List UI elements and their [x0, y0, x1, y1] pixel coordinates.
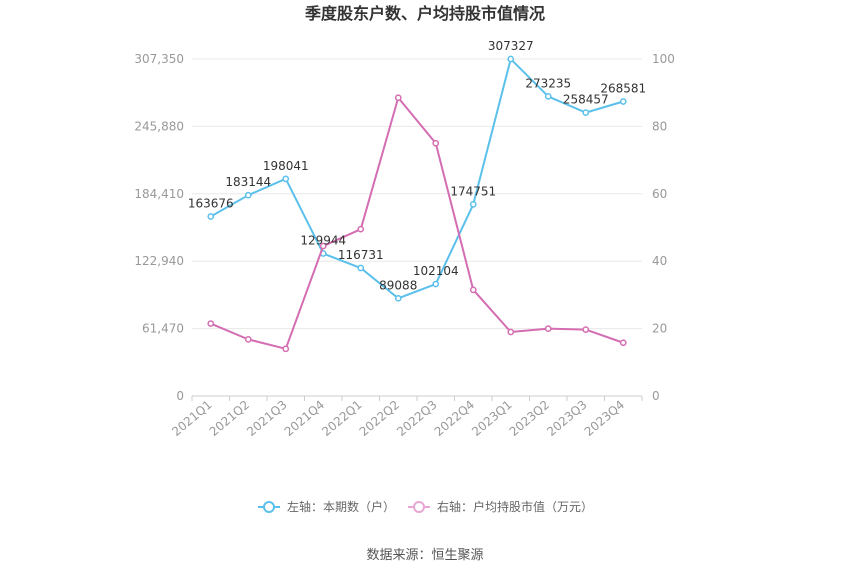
data-point[interactable]: [394, 94, 402, 102]
data-point[interactable]: [282, 345, 290, 353]
data-label: 198041: [263, 159, 309, 173]
right-tick-label: 100: [652, 52, 675, 66]
x-tick-label: 2022Q1: [319, 398, 364, 439]
x-tick-label: 2022Q3: [394, 398, 439, 439]
legend-label-right: 右轴：户均持股市值（万元）: [437, 499, 593, 514]
left-tick-label: 245,880: [134, 119, 184, 133]
x-tick-label: 2021Q4: [282, 398, 327, 439]
right-tick-label: 0: [652, 389, 660, 403]
data-point[interactable]: [619, 98, 627, 105]
data-label: 273235: [525, 76, 571, 90]
data-point[interactable]: [319, 242, 327, 250]
data-point[interactable]: [544, 93, 552, 100]
right-tick-label: 20: [652, 322, 667, 336]
data-point[interactable]: [394, 294, 402, 302]
legend-marker-left: [263, 501, 275, 513]
right-tick-label: 60: [652, 187, 667, 201]
data-label: 89088: [379, 278, 417, 292]
data-point[interactable]: [507, 55, 515, 63]
grid: [192, 58, 642, 397]
data-point[interactable]: [432, 139, 440, 147]
data-point[interactable]: [469, 201, 477, 208]
data-point[interactable]: [507, 328, 515, 336]
right-tick-label: 80: [652, 119, 667, 133]
x-axis: 2021Q12021Q22021Q32021Q42022Q12022Q22022…: [169, 396, 643, 439]
data-label: 183144: [225, 175, 271, 189]
data-label: 258457: [563, 93, 609, 107]
legend: 左轴：本期数（户） 右轴：户均持股市值（万元）: [258, 499, 593, 514]
data-point[interactable]: [207, 213, 215, 220]
x-tick-label: 2023Q2: [507, 398, 552, 439]
legend-item-right-series[interactable]: 右轴：户均持股市值（万元）: [408, 499, 593, 514]
data-point[interactable]: [357, 264, 365, 272]
right-axis: 0 20 40 60 80 100: [652, 52, 675, 403]
series-layer: [207, 55, 627, 353]
left-tick-label: 122,940: [134, 254, 184, 268]
chart-title: 季度股东户数、户均持股市值情况: [304, 4, 545, 23]
right-tick-label: 40: [652, 254, 667, 268]
data-label: 268581: [600, 82, 646, 96]
x-tick-label: 2023Q4: [582, 398, 627, 439]
data-point[interactable]: [432, 280, 440, 288]
data-label: 163676: [188, 197, 234, 211]
data-point[interactable]: [582, 326, 590, 333]
x-tick-label: 2021Q2: [207, 398, 252, 439]
left-axis: 0 61,470 122,940 184,410 245,880 307,350: [134, 52, 184, 403]
data-label: 307327: [488, 39, 534, 53]
left-tick-label: 184,410: [134, 187, 184, 201]
x-tick-label: 2022Q2: [357, 398, 402, 439]
data-source: 数据来源：恒生聚源: [366, 548, 483, 563]
data-point[interactable]: [469, 286, 477, 294]
data-point[interactable]: [357, 225, 365, 233]
data-label: 102104: [413, 264, 459, 278]
x-tick-label: 2022Q4: [432, 398, 477, 439]
legend-item-left-series[interactable]: 左轴：本期数（户）: [258, 499, 395, 514]
data-label: 174751: [450, 184, 496, 198]
data-point[interactable]: [619, 339, 627, 347]
x-tick-label: 2021Q1: [169, 398, 214, 439]
series-line-right: [210, 96, 624, 350]
data-point[interactable]: [544, 325, 552, 332]
data-point[interactable]: [582, 109, 590, 116]
data-point[interactable]: [244, 336, 252, 343]
data-point[interactable]: [244, 191, 252, 199]
x-tick-label: 2021Q3: [244, 398, 289, 439]
data-point[interactable]: [207, 320, 215, 327]
data-point[interactable]: [282, 175, 290, 183]
x-tick-label: 2023Q1: [469, 398, 514, 439]
series-line-left: [210, 58, 624, 300]
legend-label-left: 左轴：本期数（户）: [287, 499, 395, 514]
data-label: 116731: [338, 248, 384, 262]
left-tick-label: 307,350: [134, 52, 184, 66]
left-tick-label: 61,470: [142, 322, 184, 336]
data-label: 129944: [300, 234, 346, 248]
x-tick-label: 2023Q3: [544, 398, 589, 439]
left-tick-label: 0: [176, 389, 184, 403]
legend-marker-right: [413, 501, 425, 513]
